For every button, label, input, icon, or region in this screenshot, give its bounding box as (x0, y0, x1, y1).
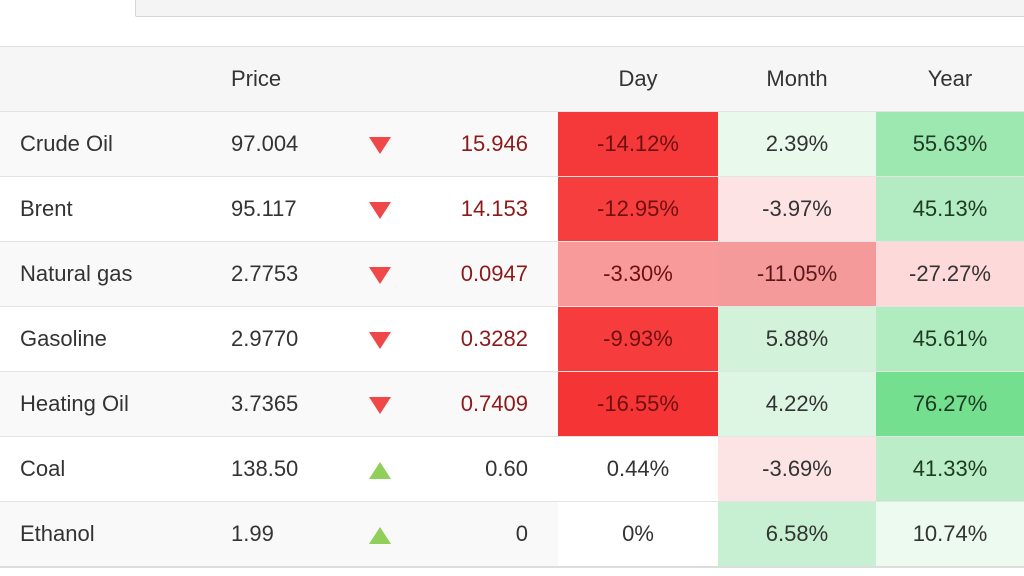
table-row[interactable]: Crude Oil 97.004 15.946 -14.12% 2.39% 55.63% (0, 111, 1024, 177)
header-change (420, 46, 558, 112)
header-month[interactable]: Month (718, 46, 876, 112)
commodity-name-link[interactable]: Natural gas (0, 241, 220, 307)
change-cell: 0.60 (420, 436, 558, 502)
month-change-cell: 6.58% (718, 501, 876, 568)
header-price[interactable]: Price (220, 46, 340, 112)
day-change-cell: -16.55% (558, 371, 718, 437)
year-change-cell: 10.74% (876, 501, 1024, 568)
change-cell: 0.3282 (420, 306, 558, 372)
price-cell: 1.99 (220, 501, 340, 568)
table-row[interactable]: Heating Oil 3.7365 0.7409 -16.55% 4.22% 76.27… (0, 371, 1024, 437)
year-change-cell: -27.27% (876, 241, 1024, 307)
header-year[interactable]: Year (876, 46, 1024, 112)
change-cell: 0 (420, 501, 558, 568)
change-cell: 15.946 (420, 111, 558, 177)
price-cell: 138.50 (220, 436, 340, 502)
day-change-cell: -9.93% (558, 306, 718, 372)
down-arrow-icon (369, 331, 391, 349)
month-change-cell: 2.39% (718, 111, 876, 177)
down-arrow-icon (369, 396, 391, 414)
commodities-table: Price Day Month Year Crude Oil 97.004 15.9… (0, 46, 1024, 568)
table-header-row: Price Day Month Year (0, 46, 1024, 112)
day-change-cell: -14.12% (558, 111, 718, 177)
day-change-cell: 0.44% (558, 436, 718, 502)
down-arrow-icon (369, 136, 391, 154)
year-change-cell: 76.27% (876, 371, 1024, 437)
month-change-cell: -11.05% (718, 241, 876, 307)
day-change-cell: 0% (558, 501, 718, 568)
table-row[interactable]: Brent 95.117 14.153 -12.95% -3.97% 45.13% (0, 176, 1024, 242)
change-cell: 0.7409 (420, 371, 558, 437)
table-row[interactable]: Coal 138.50 0.60 0.44% -3.69% 41.33% (0, 436, 1024, 502)
up-arrow-icon (369, 526, 391, 544)
commodity-name-link[interactable]: Ethanol (0, 501, 220, 568)
direction-cell (340, 371, 420, 437)
commodity-name-link[interactable]: Coal (0, 436, 220, 502)
price-cell: 3.7365 (220, 371, 340, 437)
header-direction (340, 46, 420, 112)
change-cell: 14.153 (420, 176, 558, 242)
direction-cell (340, 501, 420, 568)
change-cell: 0.0947 (420, 241, 558, 307)
month-change-cell: 5.88% (718, 306, 876, 372)
commodity-name-link[interactable]: Crude Oil (0, 111, 220, 177)
direction-cell (340, 241, 420, 307)
commodity-name-link[interactable]: Gasoline (0, 306, 220, 372)
header-name (0, 46, 220, 112)
direction-cell (340, 111, 420, 177)
down-arrow-icon (369, 201, 391, 219)
table-row[interactable]: Ethanol 1.99 0 0% 6.58% 10.74% (0, 501, 1024, 568)
commodity-name-link[interactable]: Heating Oil (0, 371, 220, 437)
search-bar-edge[interactable] (135, 0, 1024, 17)
direction-cell (340, 436, 420, 502)
month-change-cell: -3.97% (718, 176, 876, 242)
year-change-cell: 55.63% (876, 111, 1024, 177)
price-cell: 95.117 (220, 176, 340, 242)
down-arrow-icon (369, 266, 391, 284)
price-cell: 2.7753 (220, 241, 340, 307)
day-change-cell: -12.95% (558, 176, 718, 242)
table-row[interactable]: Gasoline 2.9770 0.3282 -9.93% 5.88% 45.61% (0, 306, 1024, 372)
month-change-cell: 4.22% (718, 371, 876, 437)
commodity-name-link[interactable]: Brent (0, 176, 220, 242)
year-change-cell: 41.33% (876, 436, 1024, 502)
year-change-cell: 45.13% (876, 176, 1024, 242)
price-cell: 2.9770 (220, 306, 340, 372)
month-change-cell: -3.69% (718, 436, 876, 502)
table-row[interactable]: Natural gas 2.7753 0.0947 -3.30% -11.05% -27.… (0, 241, 1024, 307)
direction-cell (340, 306, 420, 372)
up-arrow-icon (369, 461, 391, 479)
year-change-cell: 45.61% (876, 306, 1024, 372)
day-change-cell: -3.30% (558, 241, 718, 307)
price-cell: 97.004 (220, 111, 340, 177)
direction-cell (340, 176, 420, 242)
header-day[interactable]: Day (558, 46, 718, 112)
